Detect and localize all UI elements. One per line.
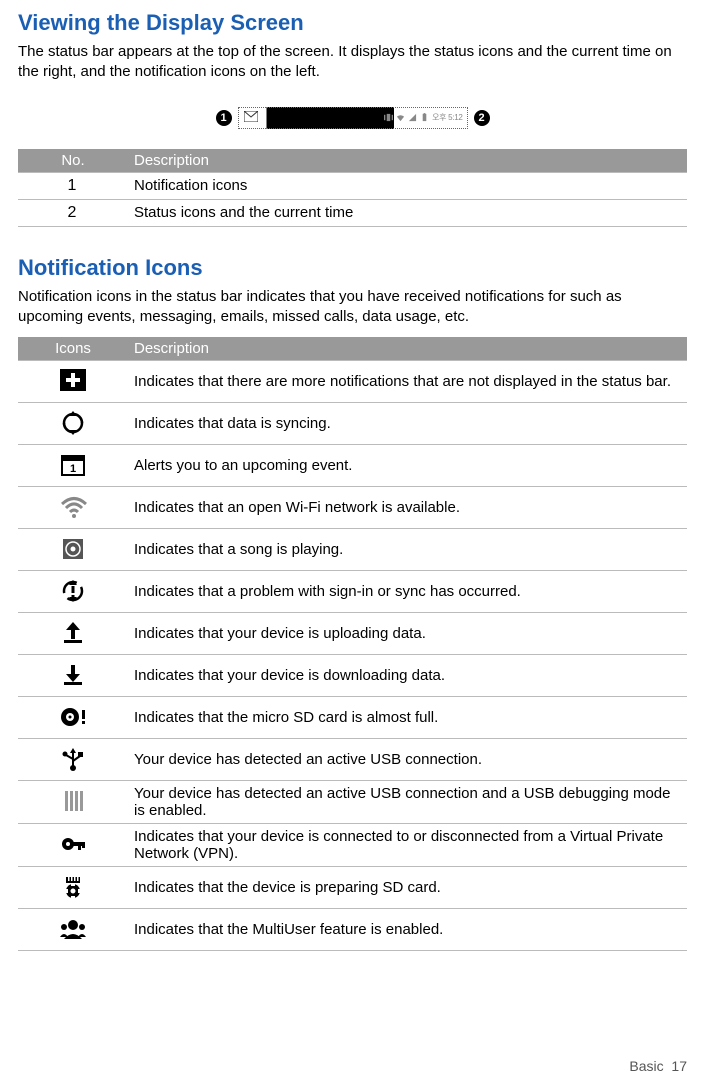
- row-desc: Indicates that your device is uploading …: [128, 613, 687, 655]
- sync-icon: [59, 409, 87, 437]
- table-row: Indicates that your device is uploading …: [18, 613, 687, 655]
- row-desc: Indicates that the micro SD card is almo…: [128, 697, 687, 739]
- statusbar-diagram: 1 오후 5:12 2: [18, 107, 687, 129]
- row-desc: Indicates that the MultiUser feature is …: [128, 909, 687, 951]
- mail-icon: [244, 111, 258, 125]
- row-desc: Indicates that there are more notificati…: [128, 361, 687, 403]
- row-desc: Indicates that your device is downloadin…: [128, 655, 687, 697]
- sync-alert-icon: [59, 577, 87, 605]
- sd-prep-icon: [59, 873, 87, 901]
- row-desc: Notification icons: [128, 172, 687, 199]
- table-row: Indicates that data is syncing.: [18, 403, 687, 445]
- sd-full-icon: [59, 703, 87, 731]
- table-row: 1 Notification icons: [18, 172, 687, 199]
- multiuser-icon: [59, 915, 87, 943]
- table-row: Indicates that your device is downloadin…: [18, 655, 687, 697]
- table-row: Your device has detected an active USB c…: [18, 739, 687, 781]
- marker-right: 2: [474, 110, 490, 126]
- vpn-icon: [59, 830, 87, 858]
- usb-debug-icon: [59, 787, 87, 815]
- music-icon: [59, 535, 87, 563]
- statusbar-mock: 오후 5:12: [238, 107, 468, 129]
- upload-icon: [59, 619, 87, 647]
- row-desc: Alerts you to an upcoming event.: [128, 445, 687, 487]
- footer-page: 17: [671, 1058, 687, 1074]
- calendar-icon: [59, 451, 87, 479]
- vibrate-icon: [384, 113, 393, 122]
- plus-icon: [59, 367, 87, 395]
- table-icons: Icons Description Indicates that there a…: [18, 337, 687, 951]
- row-desc: Status icons and the current time: [128, 199, 687, 226]
- th-no: No.: [18, 149, 128, 173]
- battery-icon: [420, 113, 429, 122]
- row-desc: Your device has detected an active USB c…: [128, 781, 687, 824]
- wifi-small-icon: [396, 113, 405, 122]
- th-icons-desc: Description: [128, 337, 687, 361]
- row-desc: Indicates that an open Wi-Fi network is …: [128, 487, 687, 529]
- status-right-cluster: 오후 5:12: [384, 112, 462, 123]
- section1-para: The status bar appears at the top of the…: [18, 42, 687, 83]
- table-row: Indicates that a problem with sign-in or…: [18, 571, 687, 613]
- th-desc: Description: [128, 149, 687, 173]
- section1-title: Viewing the Display Screen: [18, 10, 687, 36]
- table-row: Indicates that your device is connected …: [18, 824, 687, 867]
- row-desc: Indicates that a song is playing.: [128, 529, 687, 571]
- table-parts: No. Description 1 Notification icons 2 Stat…: [18, 149, 687, 227]
- row-desc: Indicates that your device is connected …: [128, 824, 687, 867]
- section2-para: Notification icons in the status bar ind…: [18, 287, 687, 328]
- signal-icon: [408, 113, 417, 122]
- table-row: 2 Status icons and the current time: [18, 199, 687, 226]
- table-row: Indicates that the MultiUser feature is …: [18, 909, 687, 951]
- table-row: Your device has detected an active USB c…: [18, 781, 687, 824]
- table-row: Indicates that an open Wi-Fi network is …: [18, 487, 687, 529]
- table-row: Indicates that a song is playing.: [18, 529, 687, 571]
- section2-title: Notification Icons: [18, 255, 687, 281]
- usb-icon: [59, 745, 87, 773]
- table-row: Indicates that the micro SD card is almo…: [18, 697, 687, 739]
- row-no: 1: [68, 177, 79, 194]
- statusbar-time: 오후 5:12: [432, 112, 462, 123]
- row-desc: Indicates that a problem with sign-in or…: [128, 571, 687, 613]
- download-icon: [59, 661, 87, 689]
- marker-left: 1: [216, 110, 232, 126]
- row-no: 2: [68, 204, 79, 221]
- table-row: Indicates that the device is preparing S…: [18, 867, 687, 909]
- row-desc: Indicates that the device is preparing S…: [128, 867, 687, 909]
- row-desc: Your device has detected an active USB c…: [128, 739, 687, 781]
- table-row: Alerts you to an upcoming event.: [18, 445, 687, 487]
- wifi-icon: [59, 493, 87, 521]
- row-desc: Indicates that data is syncing.: [128, 403, 687, 445]
- th-icons: Icons: [18, 337, 128, 361]
- footer-section: Basic: [629, 1058, 663, 1074]
- table-row: Indicates that there are more notificati…: [18, 361, 687, 403]
- page-footer: Basic 17: [629, 1058, 687, 1074]
